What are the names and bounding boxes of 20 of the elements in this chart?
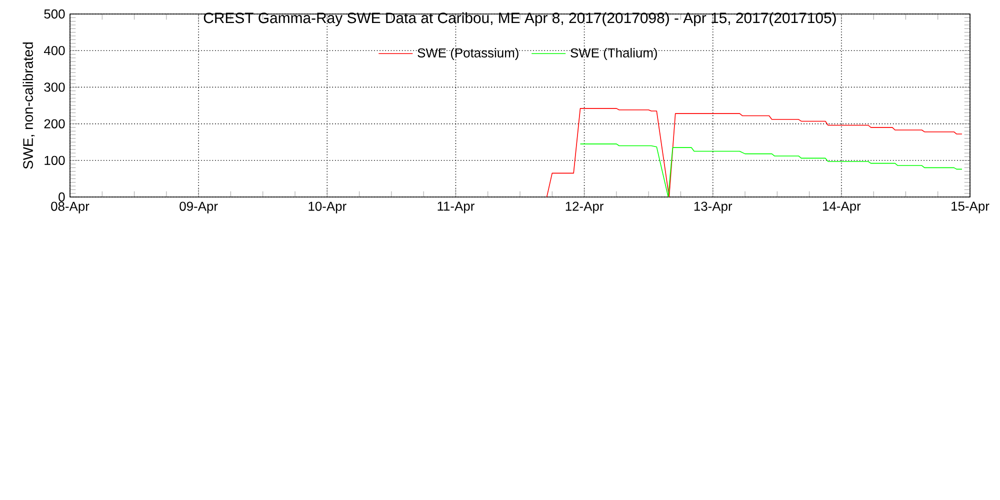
y-tick-label: 500 [44,9,65,19]
x-tick-label: 10-Apr [308,202,346,214]
y-tick-label: 200 [44,119,65,128]
x-tick-label: 08-Apr [51,202,90,214]
legend-label: SWE (Potassium) [418,48,518,60]
y-tick-label: 300 [44,82,65,92]
x-tick-label: 15-Apr [952,202,990,214]
x-tick-label: 13-Apr [694,202,732,214]
y-axis-title: SWE, non-calibrated [22,42,35,169]
chart-title: CREST Gamma-Ray SWE Data at Caribou, ME Apr 8, 2017(2017098) - Apr 15, 2017(2017105) [204,12,836,26]
y-tick-label: 400 [44,46,65,56]
x-tick-label: 09-Apr [180,202,218,214]
line-series [546,108,962,197]
x-tick-label: 11-Apr [438,202,474,214]
line-series [580,144,962,197]
y-tick-label: 100 [44,156,65,165]
x-tick-label: 14-Apr [823,202,861,214]
x-tick-label: 12-Apr [566,202,604,214]
legend-label: SWE (Thalium) [570,48,657,60]
y-tick-label: 0 [58,192,65,202]
